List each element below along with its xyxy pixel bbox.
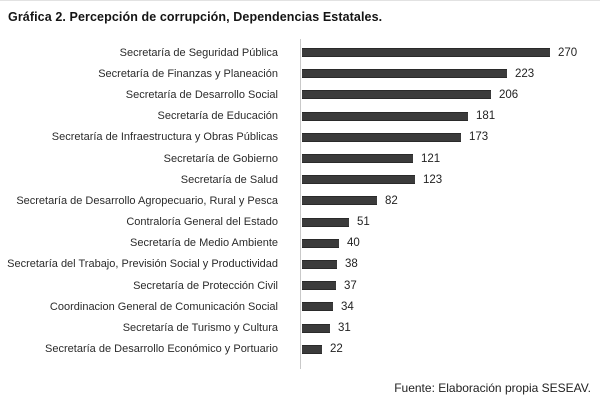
bar [302,111,468,121]
bar-track: 38 [290,254,600,275]
bar-row: Secretaría de Gobierno 121 [0,148,600,169]
y-axis-line [300,39,301,369]
bar-track: 206 [290,84,600,105]
bar-track: 173 [290,127,600,148]
bar-track: 123 [290,169,600,190]
value-label: 38 [345,258,358,271]
bar [302,132,461,142]
bar-row: Secretaría de Salud 123 [0,169,600,190]
bar-row: Secretaría de Protección Civil 37 [0,275,600,296]
category-label: Secretaría de Turismo y Cultura [122,322,278,335]
bar [302,302,333,312]
bar-track: 34 [290,296,600,317]
category-label: Secretaría de Desarrollo Económico y Por… [45,343,278,356]
bar-track: 82 [290,190,600,211]
bar-row: Secretaría de Desarrollo Social 206 [0,84,600,105]
bar-row: Secretaría de Seguridad Pública 270 [0,42,600,63]
category-label: Contraloría General del Estado [126,216,278,229]
value-label: 22 [330,343,343,356]
bar-track: 31 [290,317,600,338]
value-label: 34 [341,300,354,313]
bar-row: Contraloría General del Estado 51 [0,212,600,233]
category-label: Secretaría de Infraestructura y Obras Pú… [51,131,278,144]
bar [302,217,349,227]
value-label: 181 [476,110,496,123]
bar-row: Secretaría de Educación 181 [0,106,600,127]
category-label: Secretaría de Gobierno [163,152,278,165]
bar [302,48,550,58]
bar [302,90,491,100]
category-label: Secretaría de Finanzas y Planeación [98,67,278,80]
bar-row: Secretaría de Desarrollo Agropecuario, R… [0,190,600,211]
chart-title: Gráfica 2. Percepción de corrupción, Dep… [8,10,383,24]
value-label: 123 [423,173,443,186]
bar [302,281,336,291]
category-label: Secretaría de Desarrollo Social [125,88,278,101]
bar-track: 223 [290,63,600,84]
category-label: Secretaría de Medio Ambiente [130,237,278,250]
bar-row: Secretaría de Finanzas y Planeación 223 [0,63,600,84]
value-label: 40 [347,237,360,250]
bar-track: 40 [290,233,600,254]
bar-row: Coordinacion General de Comunicación Soc… [0,296,600,317]
category-label: Coordinacion General de Comunicación Soc… [49,300,278,313]
bar [302,196,377,206]
bar [302,238,339,248]
bar-track: 181 [290,106,600,127]
value-label: 121 [421,152,441,165]
bar-track: 51 [290,212,600,233]
value-label: 173 [469,131,489,144]
category-label: Secretaría del Trabajo, Previsión Social… [7,258,278,271]
bar-row: Secretaría del Trabajo, Previsión Social… [0,254,600,275]
category-label: Secretaría de Salud [180,173,278,186]
bar-row: Secretaría de Turismo y Cultura 31 [0,317,600,338]
source-note: Fuente: Elaboración propia SESEAV. [394,381,591,395]
bar-row: Secretaría de Medio Ambiente 40 [0,233,600,254]
value-label: 206 [499,88,519,101]
value-label: 82 [385,194,398,207]
value-label: 37 [344,279,357,292]
bar-track: 22 [290,339,600,360]
category-label: Secretaría de Educación [157,110,278,123]
bar-row: Secretaría de Infraestructura y Obras Pú… [0,127,600,148]
category-label: Secretaría de Protección Civil [133,279,278,292]
value-label: 270 [558,46,578,59]
bar-track: 270 [290,42,600,63]
value-label: 31 [338,322,351,335]
bar [302,259,337,269]
value-label: 223 [515,67,535,80]
bar [302,175,415,185]
bar [302,69,507,79]
bar-chart: Secretaría de Seguridad Pública 270 Secret… [0,42,600,360]
bar-row: Secretaría de Desarrollo Económico y Por… [0,339,600,360]
bar [302,344,322,354]
bar-track: 37 [290,275,600,296]
value-label: 51 [357,216,370,229]
bar-track: 121 [290,148,600,169]
category-label: Secretaría de Seguridad Pública [119,46,278,59]
bar [302,323,330,333]
category-label: Secretaría de Desarrollo Agropecuario, R… [16,194,278,207]
bar [302,154,413,164]
